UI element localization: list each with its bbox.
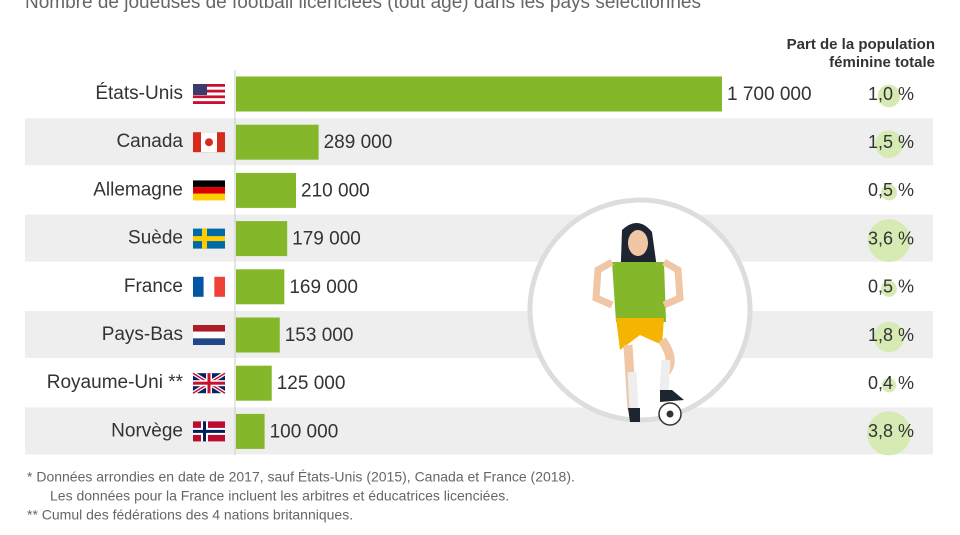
row-band bbox=[25, 118, 933, 166]
bar bbox=[236, 76, 722, 112]
value-label: 100 000 bbox=[270, 421, 339, 442]
flag-part bbox=[193, 101, 225, 104]
bar bbox=[236, 413, 265, 449]
value-label: 179 000 bbox=[292, 229, 361, 250]
share-header: Part de la population bbox=[787, 36, 935, 53]
share-label: 0,4 % bbox=[868, 373, 914, 393]
share-label: 3,8 % bbox=[868, 421, 914, 441]
flag-part bbox=[193, 193, 225, 201]
share-bubble bbox=[881, 280, 897, 297]
value-label: 289 000 bbox=[324, 132, 393, 153]
flag-part bbox=[193, 92, 225, 96]
category-label: Suède bbox=[128, 228, 183, 249]
category-label: États-Unis bbox=[95, 83, 183, 104]
share-label: 1,0 % bbox=[868, 84, 914, 104]
value-label: 1 700 000 bbox=[727, 84, 812, 105]
share-bubble bbox=[873, 321, 905, 353]
share-label: 0,5 % bbox=[868, 277, 914, 297]
share-bubble bbox=[881, 378, 897, 393]
share-bubble bbox=[877, 84, 901, 108]
share-header: féminine totale bbox=[829, 54, 935, 71]
flag-part bbox=[193, 86, 225, 90]
category-label: Royaume-Uni ** bbox=[47, 372, 184, 393]
flag-part bbox=[193, 236, 225, 242]
flag-part bbox=[193, 325, 225, 332]
share-bubble bbox=[866, 411, 912, 456]
flag-part bbox=[193, 95, 225, 99]
share-bubble bbox=[867, 219, 911, 263]
flag-part bbox=[193, 180, 225, 188]
flag bbox=[193, 132, 225, 153]
chart-title: Nombre de joueuses de football licenciée… bbox=[25, 0, 701, 13]
flag-part bbox=[193, 89, 225, 93]
flag-part bbox=[193, 84, 207, 95]
flag-part bbox=[193, 338, 225, 345]
category-label: Allemagne bbox=[93, 179, 183, 200]
flag-part bbox=[193, 84, 225, 87]
flag-part bbox=[203, 276, 215, 297]
share-label: 1,8 % bbox=[868, 325, 914, 345]
row-band bbox=[25, 311, 933, 358]
bar bbox=[236, 124, 319, 160]
flag bbox=[193, 228, 225, 249]
share-label: 3,6 % bbox=[868, 228, 914, 248]
flag-part bbox=[193, 276, 204, 297]
flag bbox=[193, 84, 225, 104]
flag-part bbox=[193, 381, 225, 385]
category-label: Pays-Bas bbox=[102, 324, 183, 345]
flag-part bbox=[193, 187, 225, 194]
flag-part bbox=[205, 138, 213, 147]
value-label: 153 000 bbox=[285, 325, 354, 346]
flag bbox=[191, 371, 227, 395]
value-label: 125 000 bbox=[277, 373, 346, 394]
bar bbox=[236, 172, 297, 208]
note: * Données arrondies en date de 2017, sau… bbox=[27, 469, 575, 485]
row-band bbox=[25, 407, 933, 455]
flag bbox=[193, 276, 225, 297]
flag bbox=[193, 180, 225, 201]
category-label: Norvège bbox=[111, 420, 183, 441]
share-label: 1,5 % bbox=[868, 132, 914, 152]
category-label: France bbox=[124, 276, 183, 297]
category-label: Canada bbox=[116, 131, 183, 152]
flag bbox=[193, 325, 225, 345]
value-label: 169 000 bbox=[289, 277, 358, 298]
share-bubble bbox=[881, 184, 897, 201]
row-band bbox=[25, 214, 933, 262]
flag-part bbox=[193, 429, 225, 433]
share-label: 0,5 % bbox=[868, 180, 914, 200]
flag bbox=[193, 421, 225, 442]
bar bbox=[236, 221, 288, 257]
bar bbox=[236, 365, 272, 401]
flag-part bbox=[193, 98, 225, 102]
flag-part bbox=[214, 276, 225, 297]
flag-part bbox=[193, 331, 225, 339]
bar bbox=[236, 269, 285, 305]
value-label: 210 000 bbox=[301, 180, 370, 201]
note: ** Cumul des fédérations des 4 nations b… bbox=[27, 507, 353, 523]
bar bbox=[236, 317, 280, 353]
note: Les données pour la France incluent les … bbox=[50, 488, 509, 504]
illustration bbox=[527, 197, 753, 426]
share-bubble bbox=[875, 130, 903, 159]
